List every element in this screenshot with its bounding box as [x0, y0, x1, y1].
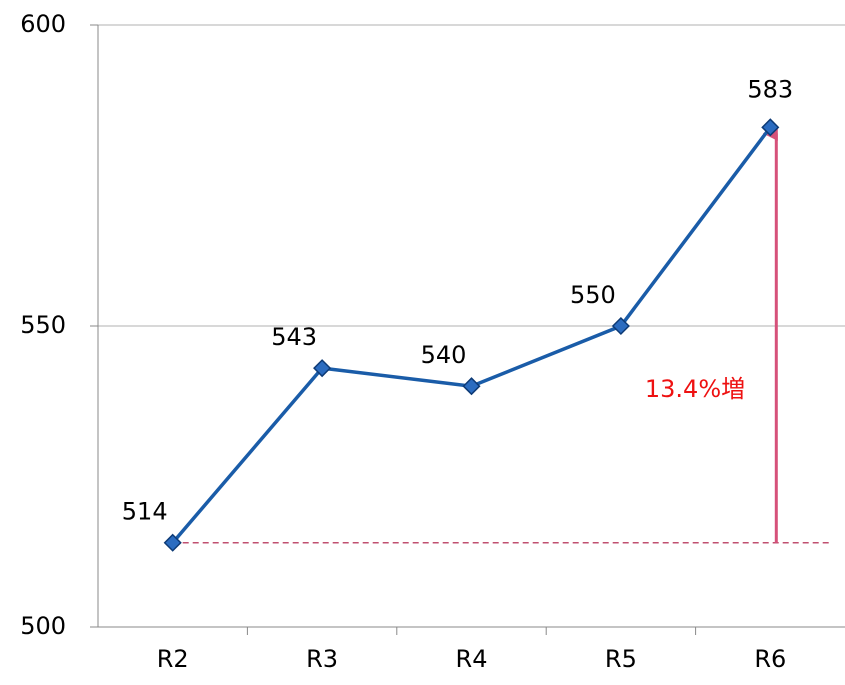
data-label: 514: [122, 498, 168, 526]
marker: [313, 359, 332, 378]
y-tick-label: 500: [20, 612, 66, 640]
x-tick-label: R5: [605, 645, 637, 673]
marker: [761, 118, 780, 137]
annotation: 13.4%増: [645, 375, 745, 403]
x-tick-label: R4: [456, 645, 488, 673]
y-tick-label: 550: [20, 311, 66, 339]
y-tick-label: 600: [20, 10, 66, 38]
data-label: 543: [271, 323, 317, 351]
marker: [163, 533, 182, 552]
series-line: [171, 126, 772, 544]
x-tick-label: R6: [754, 645, 786, 673]
x-tick-label: R2: [157, 645, 189, 673]
data-label: 583: [747, 75, 793, 103]
x-tick-label: R3: [306, 645, 338, 673]
data-label: 550: [570, 281, 616, 309]
marker: [611, 316, 630, 336]
data-label: 540: [421, 341, 467, 369]
marker: [462, 377, 481, 396]
